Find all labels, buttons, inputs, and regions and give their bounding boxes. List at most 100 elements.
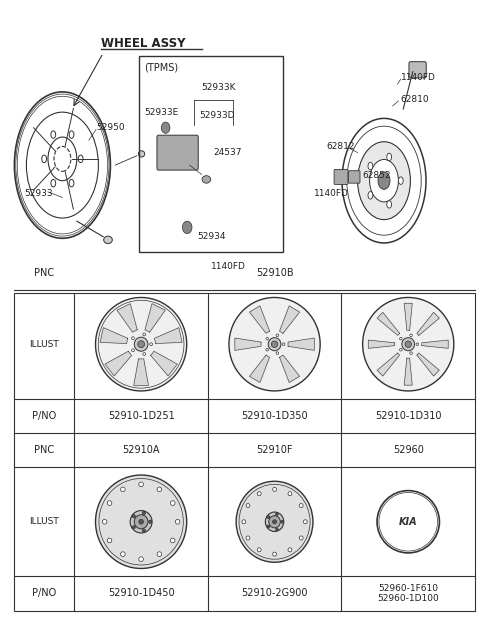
Polygon shape bbox=[417, 353, 439, 376]
Text: 24537: 24537 bbox=[214, 148, 242, 157]
Polygon shape bbox=[151, 351, 177, 376]
Ellipse shape bbox=[69, 131, 74, 138]
Polygon shape bbox=[279, 306, 300, 333]
Text: 52933: 52933 bbox=[24, 189, 53, 197]
FancyBboxPatch shape bbox=[334, 169, 348, 184]
Text: 1140FD: 1140FD bbox=[401, 74, 436, 82]
Ellipse shape bbox=[276, 528, 278, 531]
Ellipse shape bbox=[410, 352, 412, 354]
Polygon shape bbox=[422, 340, 448, 348]
Ellipse shape bbox=[104, 236, 112, 244]
Ellipse shape bbox=[276, 352, 278, 354]
Ellipse shape bbox=[143, 511, 145, 515]
Text: PNC: PNC bbox=[35, 445, 54, 455]
Bar bbox=[139, 56, 283, 252]
Ellipse shape bbox=[271, 341, 278, 348]
Ellipse shape bbox=[157, 487, 162, 492]
Ellipse shape bbox=[273, 487, 276, 492]
Ellipse shape bbox=[378, 172, 390, 189]
Ellipse shape bbox=[273, 520, 276, 524]
Polygon shape bbox=[100, 328, 128, 343]
Text: 52910-1D251: 52910-1D251 bbox=[108, 411, 175, 421]
Ellipse shape bbox=[387, 153, 392, 161]
Ellipse shape bbox=[288, 548, 292, 552]
Ellipse shape bbox=[299, 503, 303, 508]
Text: 52933E: 52933E bbox=[144, 108, 178, 117]
Ellipse shape bbox=[282, 343, 285, 346]
Polygon shape bbox=[404, 303, 412, 330]
Ellipse shape bbox=[276, 334, 278, 336]
Ellipse shape bbox=[402, 338, 415, 351]
Polygon shape bbox=[404, 358, 412, 385]
Ellipse shape bbox=[107, 538, 112, 543]
Polygon shape bbox=[134, 359, 148, 386]
Ellipse shape bbox=[269, 516, 280, 528]
Bar bbox=[14, 293, 475, 611]
Ellipse shape bbox=[236, 481, 313, 562]
Ellipse shape bbox=[368, 162, 373, 169]
Ellipse shape bbox=[265, 512, 284, 531]
Ellipse shape bbox=[130, 511, 152, 533]
Ellipse shape bbox=[69, 179, 74, 187]
Text: 62810: 62810 bbox=[401, 95, 430, 104]
Ellipse shape bbox=[202, 176, 211, 183]
Ellipse shape bbox=[288, 492, 292, 496]
FancyBboxPatch shape bbox=[409, 62, 426, 78]
Ellipse shape bbox=[102, 520, 107, 524]
Text: 52960-1F610
52960-1D100: 52960-1F610 52960-1D100 bbox=[377, 584, 439, 603]
Text: 52910-1D450: 52910-1D450 bbox=[108, 588, 174, 599]
Ellipse shape bbox=[268, 338, 281, 351]
Ellipse shape bbox=[299, 536, 303, 540]
Ellipse shape bbox=[416, 343, 419, 346]
Circle shape bbox=[161, 122, 170, 133]
Polygon shape bbox=[145, 303, 165, 332]
Text: P/NO: P/NO bbox=[32, 588, 57, 599]
Ellipse shape bbox=[139, 557, 144, 561]
Text: ILLUST: ILLUST bbox=[30, 517, 59, 526]
Ellipse shape bbox=[246, 536, 250, 540]
Ellipse shape bbox=[405, 341, 411, 348]
Ellipse shape bbox=[267, 525, 270, 528]
Ellipse shape bbox=[149, 520, 152, 523]
Text: ILLUST: ILLUST bbox=[30, 340, 59, 349]
Text: 52933D: 52933D bbox=[199, 111, 235, 120]
Ellipse shape bbox=[170, 501, 175, 505]
Ellipse shape bbox=[170, 538, 175, 543]
Ellipse shape bbox=[134, 515, 148, 529]
Ellipse shape bbox=[78, 155, 83, 163]
Text: 62852: 62852 bbox=[362, 171, 391, 180]
Ellipse shape bbox=[96, 298, 187, 391]
Polygon shape bbox=[288, 338, 314, 350]
Text: (TPMS): (TPMS) bbox=[144, 62, 178, 72]
Ellipse shape bbox=[42, 155, 47, 163]
Ellipse shape bbox=[368, 192, 373, 199]
Ellipse shape bbox=[242, 520, 246, 524]
Polygon shape bbox=[377, 312, 399, 335]
Text: P/NO: P/NO bbox=[32, 411, 57, 421]
Ellipse shape bbox=[143, 529, 145, 532]
Polygon shape bbox=[279, 355, 300, 383]
Ellipse shape bbox=[387, 201, 392, 208]
Ellipse shape bbox=[132, 526, 135, 529]
Text: 52910F: 52910F bbox=[256, 445, 293, 455]
Ellipse shape bbox=[132, 349, 134, 351]
Text: KIA: KIA bbox=[399, 516, 418, 527]
Ellipse shape bbox=[107, 501, 112, 505]
Ellipse shape bbox=[175, 520, 180, 524]
Ellipse shape bbox=[281, 520, 284, 523]
Ellipse shape bbox=[370, 159, 398, 202]
Ellipse shape bbox=[139, 151, 145, 157]
Text: 62812: 62812 bbox=[326, 142, 355, 151]
Ellipse shape bbox=[257, 548, 261, 552]
Text: 52910B: 52910B bbox=[256, 267, 294, 278]
Text: WHEEL ASSY: WHEEL ASSY bbox=[101, 37, 185, 50]
Ellipse shape bbox=[120, 487, 125, 492]
Ellipse shape bbox=[139, 520, 144, 524]
Ellipse shape bbox=[398, 177, 403, 184]
Ellipse shape bbox=[132, 515, 135, 518]
Text: 52933K: 52933K bbox=[202, 83, 236, 92]
Ellipse shape bbox=[120, 552, 125, 556]
Text: 52960: 52960 bbox=[393, 445, 424, 455]
Polygon shape bbox=[117, 303, 137, 332]
Polygon shape bbox=[105, 351, 132, 376]
